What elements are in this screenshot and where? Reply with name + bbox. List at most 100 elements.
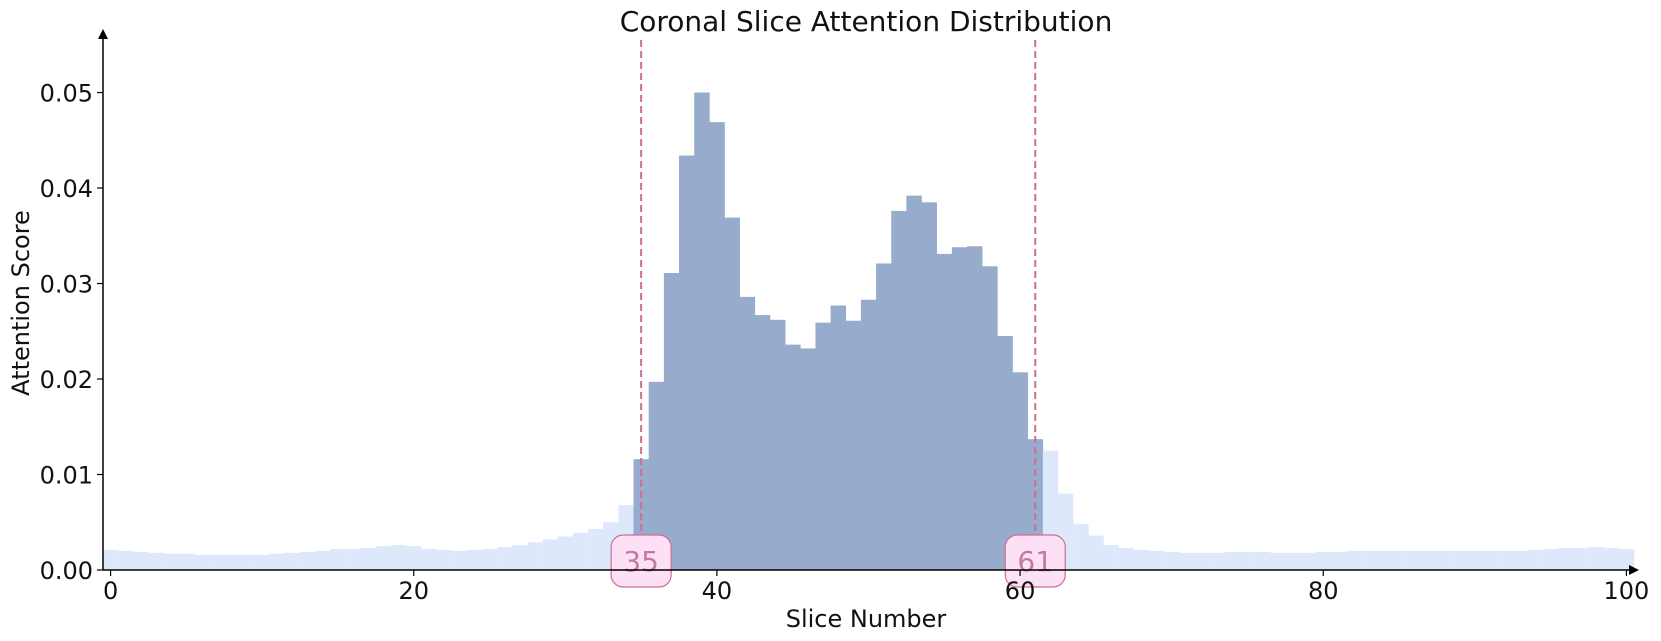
y-tick-label: 0.04	[40, 175, 93, 203]
bar	[451, 550, 468, 570]
bar	[1543, 548, 1559, 570]
bar-highlight	[648, 381, 665, 570]
bar	[1573, 548, 1589, 570]
bar	[572, 532, 589, 570]
bar-highlight	[785, 344, 801, 570]
bar	[118, 550, 134, 570]
bar	[103, 549, 119, 570]
range-marker-label: 35	[623, 545, 659, 578]
bar	[588, 528, 604, 570]
bar-highlight	[906, 195, 922, 570]
bar-highlight	[921, 202, 938, 570]
bar	[391, 545, 407, 570]
bar-highlight	[860, 299, 877, 570]
bar	[1073, 524, 1089, 570]
bar	[1588, 547, 1604, 570]
bar	[1345, 550, 1362, 570]
bar	[1618, 548, 1635, 570]
bar	[1239, 551, 1256, 570]
bar	[269, 553, 286, 570]
bar	[466, 549, 483, 570]
bar	[1421, 550, 1438, 570]
bar	[1209, 552, 1226, 570]
bar-highlight	[739, 296, 756, 570]
x-tick-label: 40	[702, 577, 733, 605]
bar-highlight	[891, 210, 907, 570]
bar	[375, 546, 392, 570]
bar	[284, 552, 301, 570]
bar	[1224, 551, 1241, 570]
bar	[1603, 548, 1620, 570]
y-axis-title: Attention Score	[7, 210, 35, 396]
bar	[224, 554, 240, 570]
y-tick-label: 0.02	[40, 366, 93, 394]
bar	[1300, 552, 1316, 570]
bar	[148, 552, 164, 570]
bar	[345, 548, 361, 570]
y-tick-label: 0.00	[40, 557, 93, 585]
bar-highlight	[936, 253, 953, 570]
bar	[239, 554, 255, 570]
bar-highlight	[769, 319, 786, 570]
bar-highlight	[800, 348, 816, 570]
bar	[1452, 550, 1468, 570]
bar	[1194, 552, 1210, 570]
x-axis-title: Slice Number	[786, 605, 947, 633]
range-marker-label: 61	[1017, 545, 1053, 578]
bar-highlight	[754, 315, 771, 570]
bar-highlight	[967, 246, 983, 570]
bar	[1103, 545, 1119, 570]
bar	[1391, 550, 1407, 570]
x-tick-label: 0	[103, 577, 118, 605]
bar	[1088, 535, 1104, 570]
bar	[1558, 548, 1574, 570]
bar	[1133, 549, 1150, 570]
bar	[1315, 551, 1332, 570]
bar-highlight	[663, 273, 680, 570]
bar	[481, 548, 498, 570]
bar	[330, 548, 346, 570]
bar	[1512, 550, 1529, 570]
y-tick-label: 0.03	[40, 271, 93, 299]
chart-title: Coronal Slice Attention Distribution	[620, 5, 1113, 38]
bar	[1179, 552, 1195, 570]
bar	[1376, 550, 1392, 570]
bar-highlight	[1012, 372, 1028, 570]
bar-highlight	[815, 322, 831, 570]
bar	[1330, 551, 1347, 570]
bar	[254, 554, 271, 570]
bar	[1527, 549, 1544, 570]
bar	[1467, 550, 1483, 570]
bar	[1164, 551, 1180, 570]
bar	[1148, 550, 1165, 570]
y-tick-label: 0.01	[40, 462, 93, 490]
bar	[406, 546, 422, 570]
range-marker-badge	[610, 534, 672, 588]
bar	[436, 549, 452, 570]
bar	[1436, 550, 1453, 570]
bar-highlight	[830, 305, 847, 570]
y-tick-label: 0.05	[40, 80, 93, 108]
bars-group	[103, 92, 1635, 571]
bar	[1497, 550, 1514, 570]
x-tick-label: 80	[1308, 577, 1339, 605]
bar-highlight	[997, 336, 1013, 570]
y-ticks: 0.00 0.01 0.02 0.03 0.04 0.05	[40, 80, 103, 585]
bar	[1482, 550, 1498, 570]
bar	[1118, 548, 1135, 570]
bar	[1285, 552, 1301, 570]
bar	[512, 545, 528, 570]
bar	[315, 550, 331, 570]
bar-highlight	[679, 155, 695, 571]
x-tick-label: 20	[398, 577, 429, 605]
bar	[209, 554, 225, 570]
bar	[542, 539, 559, 570]
bar	[1270, 552, 1286, 570]
bar	[527, 542, 543, 570]
bar	[133, 551, 149, 570]
bar	[178, 553, 195, 570]
bar	[557, 536, 574, 570]
bar	[421, 548, 437, 570]
bar-highlight	[724, 217, 740, 570]
